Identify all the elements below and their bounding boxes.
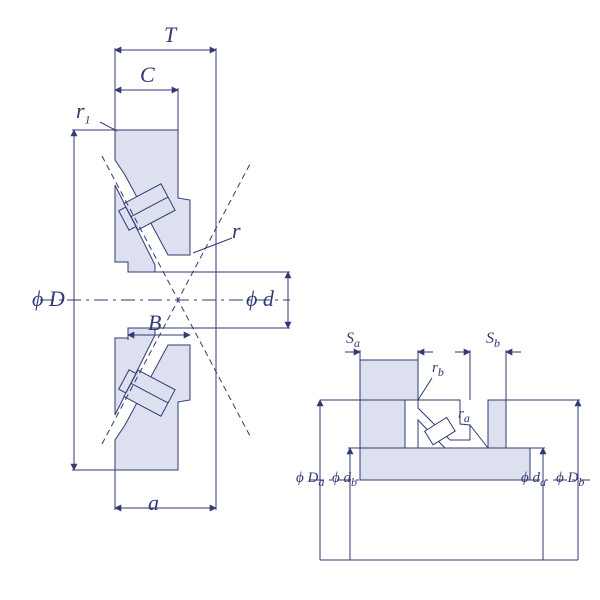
- label-phi-d: ϕ d: [246, 286, 274, 312]
- label-Sa: Sa: [346, 330, 360, 351]
- label-ra: ra: [458, 406, 470, 426]
- label-phi-Db2: ϕ Db: [556, 470, 584, 490]
- bearing-diagram: [0, 0, 600, 600]
- label-Sb: Sb: [486, 330, 500, 351]
- label-phi-db1: ϕ db: [332, 470, 357, 490]
- label-phi-D: ϕ D: [32, 286, 65, 312]
- label-rb: rb: [432, 360, 444, 380]
- label-phi-da2: ϕ da: [521, 470, 546, 490]
- label-r1: r1: [76, 98, 91, 127]
- label-B: B: [148, 310, 161, 336]
- label-C: C: [140, 62, 155, 88]
- label-T: T: [164, 22, 176, 48]
- label-r: r: [232, 218, 241, 244]
- label-a: a: [148, 490, 159, 516]
- label-phi-Da1: ϕ Da: [296, 470, 324, 490]
